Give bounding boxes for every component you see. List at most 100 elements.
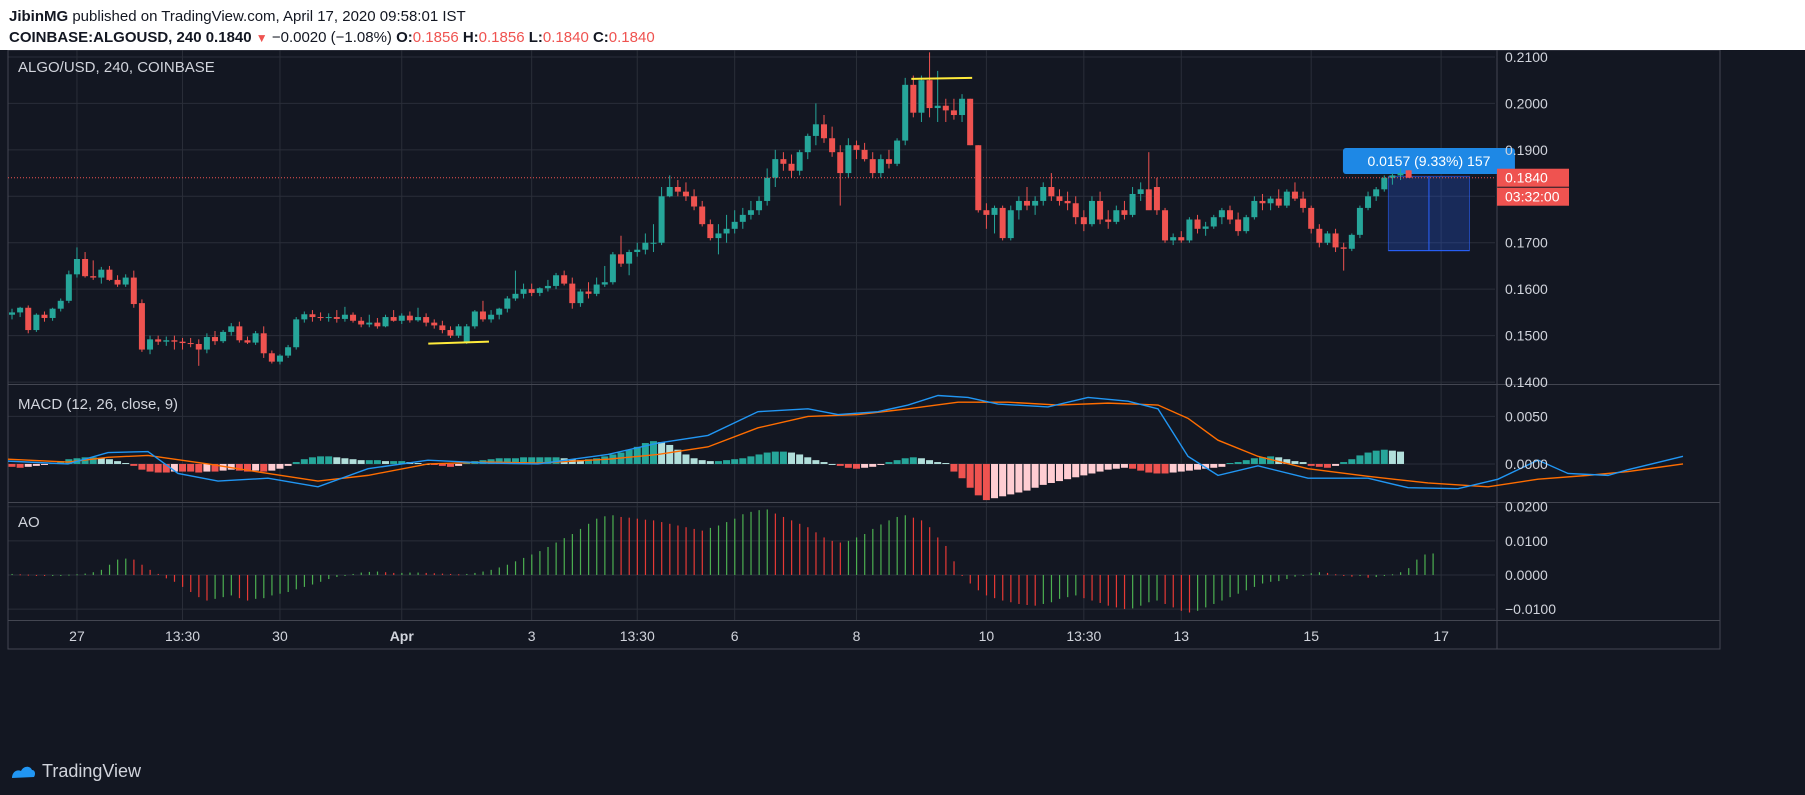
- macd-histogram-bar: [877, 463, 885, 465]
- ao-bar: [1359, 574, 1361, 576]
- macd-histogram-bar: [893, 460, 901, 464]
- macd-histogram-bar: [1072, 463, 1080, 478]
- price-tick-label: 0.1700: [1505, 235, 1548, 251]
- candle-up: [764, 177, 771, 201]
- trend-annotations[interactable]: [428, 76, 973, 345]
- ao-bar: [173, 574, 176, 582]
- candle-up: [756, 200, 763, 211]
- candle-down: [942, 105, 949, 111]
- measure-tool[interactable]: 0.0157 (9.33%) 157: [1342, 148, 1515, 252]
- ao-bar: [1310, 573, 1312, 575]
- chart-canvas[interactable]: 0.0157 (9.33%) 157 ALGO/USD, 240, COINBA…: [0, 50, 1805, 750]
- close-value: 0.1840: [608, 29, 655, 46]
- price-axis[interactable]: 0.21000.20000.19000.18000.17000.16000.15…: [1497, 50, 1569, 617]
- candle-down: [1291, 191, 1298, 199]
- macd-tick-label: 0.0050: [1505, 408, 1548, 424]
- ao-bar: [1075, 574, 1077, 596]
- ao-bar: [831, 540, 833, 575]
- candle-up: [1088, 200, 1095, 225]
- ao-tick-label: 0.0000: [1505, 567, 1548, 583]
- ao-bar: [311, 574, 314, 585]
- author-name[interactable]: JibinMG: [9, 8, 69, 25]
- ao-bar: [60, 574, 62, 576]
- time-tick-label: 30: [272, 628, 288, 644]
- candle-down: [1194, 219, 1201, 229]
- macd-histogram-bar: [804, 457, 812, 464]
- macd-histogram-bar: [885, 462, 893, 464]
- macd-histogram-bar: [796, 454, 804, 464]
- ao-bar: [839, 542, 841, 575]
- time-axis[interactable]: 27 13:30 30 Apr 3 13:30 6 8 10 13:30 13 15 17: [69, 628, 1449, 644]
- ao-pane[interactable]: AO: [11, 509, 1434, 613]
- macd-histogram-bar: [731, 459, 739, 464]
- candle-down: [869, 159, 876, 174]
- candle-down: [390, 317, 397, 321]
- candle-down: [837, 152, 844, 174]
- ao-bar: [888, 520, 890, 575]
- candle-down: [1275, 198, 1282, 206]
- candle-up: [1113, 210, 1120, 222]
- ao-bar: [246, 574, 249, 601]
- macd-histogram-bar: [812, 460, 820, 464]
- tradingview-logo[interactable]: TradingView: [10, 761, 141, 782]
- ao-bar: [514, 561, 517, 575]
- candle-down: [82, 258, 89, 277]
- ao-bar: [977, 574, 979, 591]
- ao-bar: [255, 574, 257, 599]
- price-tick-label: 0.2100: [1505, 50, 1548, 65]
- macd-pane[interactable]: MACD (12, 26, close, 9): [7, 394, 1684, 501]
- countdown-badge-text: 03:32:00: [1505, 189, 1560, 205]
- candle-down: [691, 196, 698, 207]
- candle-up: [642, 242, 649, 250]
- candle-down: [1178, 237, 1185, 241]
- macd-histogram-bar: [658, 442, 666, 464]
- macd-histogram-bar: [1169, 463, 1177, 473]
- macd-histogram-bar: [1340, 462, 1348, 464]
- ao-bar: [320, 574, 322, 582]
- ao-bar: [1416, 559, 1418, 575]
- ao-bar: [100, 569, 103, 575]
- symbol-label[interactable]: COINBASE:ALGOUSD, 240: [9, 29, 202, 46]
- price-tick-label: 0.1500: [1505, 328, 1548, 344]
- candle-up: [325, 317, 332, 319]
- close-label: C:: [592, 29, 609, 46]
- ao-bar: [734, 518, 736, 575]
- macd-histogram-bar: [438, 463, 446, 466]
- candle-down: [926, 80, 933, 109]
- macd-histogram-bar: [901, 458, 909, 464]
- candle-down: [788, 163, 795, 171]
- price-pane[interactable]: 0.0157 (9.33%) 157 ALGO/USD, 240, COINBA…: [8, 52, 1515, 366]
- ao-bar: [238, 574, 241, 599]
- countdown-badge: [1497, 187, 1569, 206]
- candle-up: [1243, 217, 1250, 232]
- ao-bar: [855, 537, 858, 575]
- ao-bar: [1164, 574, 1166, 604]
- macd-histogram-bar: [1283, 459, 1291, 464]
- ao-bar: [165, 574, 167, 579]
- candle-up: [1137, 189, 1144, 194]
- ao-bar: [1107, 574, 1109, 606]
- macd-histogram-bar: [788, 452, 796, 464]
- candle-down: [885, 159, 892, 164]
- ao-bar: [1148, 574, 1150, 603]
- macd-histogram-bar: [235, 463, 243, 471]
- macd-histogram-bar: [1291, 461, 1299, 464]
- open-value: 0.1856: [412, 29, 459, 46]
- macd-histogram-bar: [260, 463, 268, 472]
- macd-histogram-bar: [909, 457, 917, 464]
- macd-histogram-bar: [1234, 462, 1242, 464]
- ao-bar: [661, 522, 663, 575]
- ao-bar: [523, 557, 525, 575]
- time-tick-label: 6: [731, 628, 739, 644]
- macd-histogram-bar: [357, 460, 365, 464]
- ao-bar: [117, 559, 119, 575]
- ao-bar: [133, 559, 135, 575]
- ao-bar: [929, 527, 931, 575]
- ao-bar: [1391, 574, 1394, 576]
- macd-histogram-bar: [861, 463, 869, 468]
- ao-bar: [1172, 574, 1174, 608]
- ao-bar: [766, 509, 768, 575]
- ao-bar: [474, 572, 476, 575]
- macd-histogram-bar: [243, 463, 251, 472]
- ao-bar: [677, 525, 679, 575]
